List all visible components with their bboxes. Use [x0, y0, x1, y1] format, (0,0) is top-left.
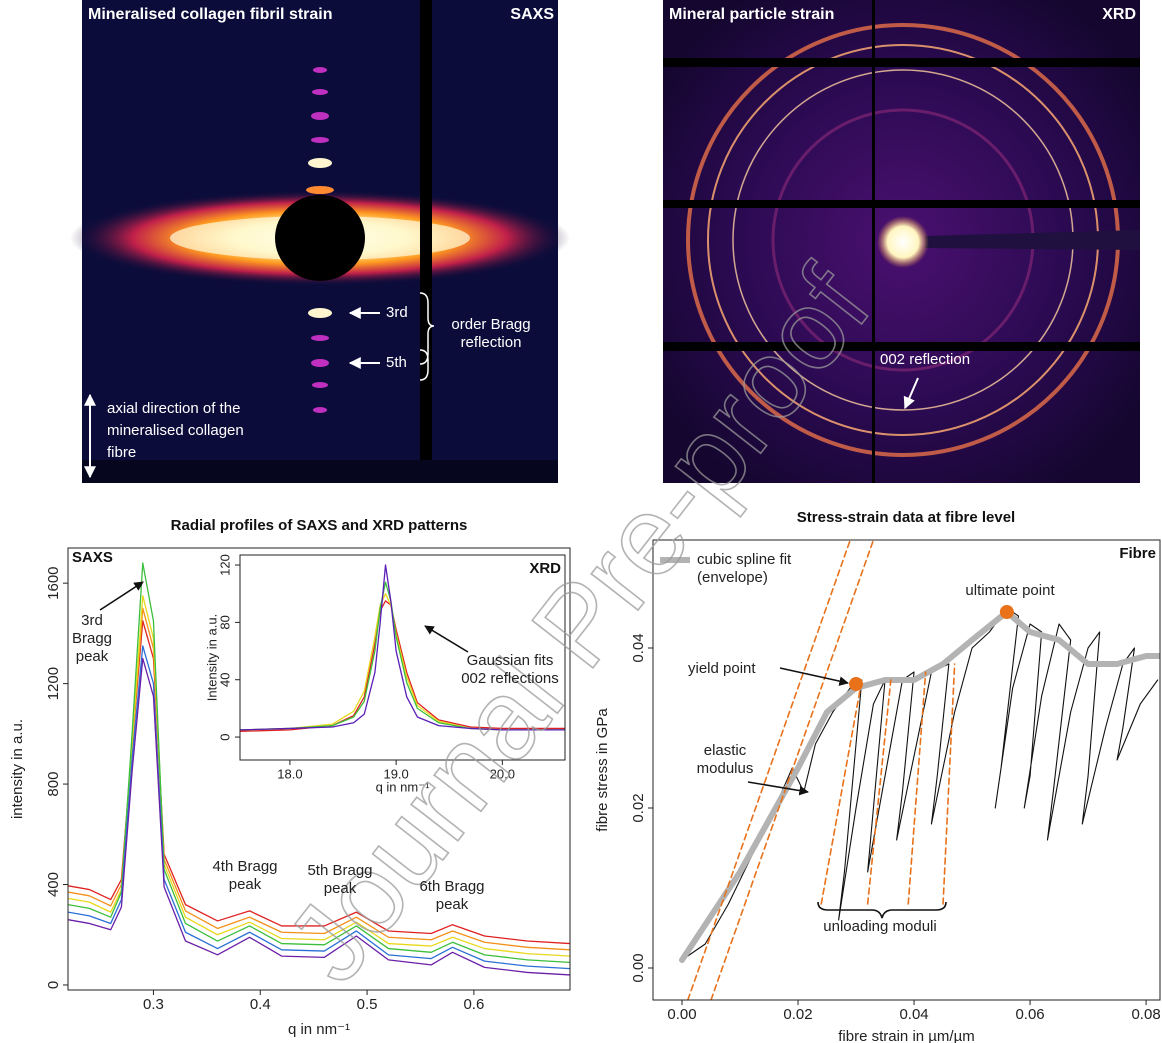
x-tick-label: 0.4	[250, 996, 271, 1013]
point	[849, 677, 863, 691]
figure: 0.30.40.50.6040080012001600Radial profil…	[0, 0, 1162, 1043]
point	[1000, 605, 1014, 619]
annotation: 002 reflection	[880, 351, 970, 369]
x-tick-label: 0.3	[143, 996, 164, 1013]
panel-label: SAXS	[72, 549, 113, 566]
annotation: order Bragg reflection	[436, 316, 546, 352]
annotation: 6th Bragg peak	[410, 878, 494, 914]
point-label: ultimate point	[945, 582, 1075, 600]
legend-entry: cubic spline fit (envelope)	[697, 551, 847, 587]
y-axis-label: fibre stress in GPa	[594, 708, 611, 832]
panel-label: Fibre	[1119, 545, 1156, 562]
annotation: 5th	[386, 354, 407, 372]
annotation: axial direction of the mineralised colla…	[107, 398, 267, 464]
y-tick-label: 0	[45, 981, 62, 989]
x-tick-label: 18.0	[277, 766, 302, 781]
y-tick-label: 400	[45, 872, 62, 897]
y-tick-label: 40	[217, 672, 232, 686]
point-label: yield point	[688, 660, 756, 678]
y-tick-label: 80	[217, 615, 232, 629]
x-tick-label: 0.00	[667, 1006, 696, 1023]
x-tick-label: 0.04	[899, 1006, 928, 1023]
panel-title: Mineralised collagen fibril strain	[88, 6, 333, 24]
figure-canvas: 0.30.40.50.6040080012001600Radial profil…	[0, 0, 1162, 1043]
y-tick-label: 0.02	[630, 793, 647, 822]
annotation: 5th Bragg peak	[300, 862, 380, 898]
y-tick-label: 1200	[45, 667, 62, 700]
panel-label: SAXS	[500, 6, 554, 24]
panel-label: XRD	[1080, 6, 1136, 24]
x-tick-label: 0.06	[1015, 1006, 1044, 1023]
x-axis-label: fibre strain in µm/µm	[838, 1028, 974, 1043]
annotation: unloading moduli	[800, 918, 960, 936]
x-tick-label: 0.02	[783, 1006, 812, 1023]
y-axis-label: intensity in a.u.	[9, 719, 26, 819]
y-axis-label: Intensity in a.u.	[204, 614, 219, 701]
modulus-line	[868, 680, 891, 904]
annotation: 4th Bragg peak	[205, 858, 285, 894]
chart-title: Radial profiles of SAXS and XRD patterns	[171, 517, 468, 534]
annotation: 3rd Bragg peak	[62, 612, 122, 666]
y-tick-label: 1600	[45, 566, 62, 599]
y-tick-label: 0.00	[630, 953, 647, 982]
y-tick-label: 0	[217, 733, 232, 740]
y-tick-label: 120	[217, 554, 232, 576]
annotation: 3rd	[386, 304, 408, 322]
y-tick-label: 800	[45, 772, 62, 797]
x-tick-label: 0.6	[463, 996, 484, 1013]
annotation: Gaussian fits 002 reflections	[455, 652, 565, 688]
x-tick-label: 0.08	[1131, 1006, 1160, 1023]
panel-title: Mineral particle strain	[669, 6, 834, 24]
chart-title: Stress-strain data at fibre level	[797, 509, 1015, 526]
x-axis-label: q in nm⁻¹	[288, 1021, 350, 1038]
annotation: elastic modulus	[690, 742, 760, 778]
